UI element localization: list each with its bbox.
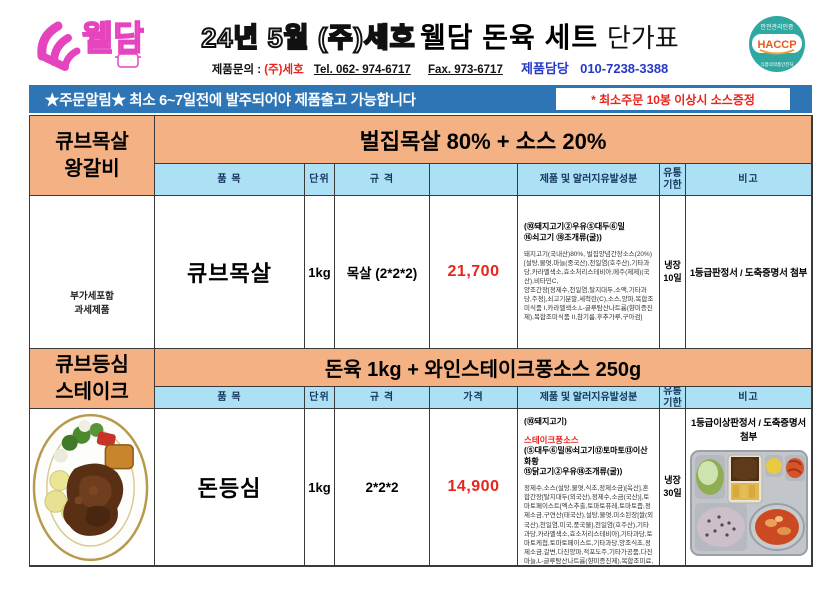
product2-allergen-pork: (⑩돼지고기) [524,417,567,426]
order-notice-banner: ★주문알림★ 최소 6~7일전에 발주되어야 제품출고 가능합니다 * 최소주문… [29,85,812,113]
product2-remark: 1등급이상판정서 / 도축증명서 첨부 [691,418,806,443]
contact-label: 제품문의 : [211,64,265,76]
company-name: (주)세호 [264,64,304,76]
section2-headline: 돈육 1kg + 와인스테이크풍소스 250g [155,349,812,387]
product1-allergen-list: (⑩돼지고기②우유⑤대두⑥밀 ⑯쇠고기 ⑱조개류(굴)) [524,222,625,242]
col-header-price: 가격 [430,387,518,409]
section1-headline: 벌집목살 80% + 소스 20% [155,116,812,164]
haccp-bottom-text: 식품의약품안전처 [760,61,793,68]
section1-category: 큐브목살 왕갈비 [30,116,155,196]
product2-shelf-life: 냉장 30일 [660,409,686,566]
product2-unit: 1kg [305,409,335,566]
title-normal-part: 단가표 [606,23,679,53]
steak-plate-photo [32,413,149,562]
product2-ingredients: 정제수,소스(설탕,물엿,식초,정제소금)[옥산],혼합간장[탈지대두(외국산)… [524,485,654,565]
product1-allergen-cell: (⑩돼지고기②우유⑤대두⑥밀 ⑯쇠고기 ⑱조개류(굴)) 돼지고기(국내산)80… [518,196,660,349]
product2-sauce-label: 스테이크풍소스 [524,434,579,445]
product1-name: 큐브목살 [155,196,305,349]
tel-number: Tel. 062- 974-6717 [313,64,411,76]
product1-spec: 목살 (2*2*2) [335,196,430,349]
manager-phone: 010-7238-3388 [580,61,669,76]
product1-remark: 1등급판정서 / 도축증명서 첨부 [686,196,812,349]
col-header-spec: 규 격 [335,387,430,409]
weldam-logo: 웰담 [37,19,144,71]
haccp-main-text: HACCP [757,39,796,51]
fax-number: Fax. 973-6717 [428,64,503,76]
col-header-item: 품 목 [155,164,305,196]
col-header-price [430,164,518,196]
contact-line: 제품문의 : (주)세호 Tel. 062- 974-6717 Fax. 973… [140,58,740,77]
manager-label: 제품담당 [521,61,569,76]
product1-shelf-life: 냉장 10일 [660,196,686,349]
price-table: 큐브목살 왕갈비 벌집목살 80% + 소스 20% 품 목 단위 규 격 제품… [29,115,813,567]
logo-text: 웰담 [82,20,144,58]
col-header-remark: 비고 [686,387,812,409]
col-header-shelf: 유통 기한 [660,164,686,196]
product2-name: 돈등심 [155,409,305,566]
meal-tray-photo [689,450,808,556]
product2-allergen-list: (⑤대두⑥밀⑯쇠고기⑫토마토⑬이산화황 ⑮닭고기②우유⑱조개류(굴)) [524,445,648,477]
product2-spec: 2*2*2 [335,409,430,566]
min-order-note-text: * 최소주문 10봉 이상시 소스증정 [591,92,755,107]
col-header-spec: 규 격 [335,164,430,196]
section2-category: 큐브등심 스테이크 [30,349,155,409]
order-notice-text: ★주문알림★ 최소 6~7일전에 발주되어야 제품출고 가능합니다 [45,92,416,109]
col-header-unit: 단위 [305,387,335,409]
title-bold-part: 웰담 돈육 세트 [420,22,607,53]
col-header-item: 품 목 [155,387,305,409]
col-header-shelf: 유통 기한 [660,387,686,409]
product2-price: 14,900 [430,409,518,566]
col-header-remark: 비고 [686,164,812,196]
haccp-badge-icon: 안전관리인증 HACCP 식품의약품안전처 [749,16,805,72]
title-outlined-part: 24년 5월 (주)세호 [200,22,416,54]
page-title: 24년 5월 (주)세호 웰담 돈육 세트 단가표 [140,16,740,56]
col-header-allergen: 제품 및 알러지유발성분 [518,164,660,196]
tax-note: 부가세포함 과세제품 [30,196,155,349]
min-order-note-box: * 최소주문 10봉 이상시 소스증정 [556,88,790,110]
haccp-top-text: 안전관리인증 [760,23,794,31]
product1-unit: 1kg [305,196,335,349]
product1-ingredients: 돼지고기(국내산)80%, 벌집양념간장소스(20%)[설탕,물엿,마늘(중국산… [524,250,654,322]
col-header-allergen: 제품 및 알러지유발성분 [518,387,660,409]
product2-allergen-cell: (⑩돼지고기) 스테이크풍소스 (⑤대두⑥밀⑯쇠고기⑫토마토⑬이산화황 ⑮닭고기… [518,409,660,566]
product2-photo-cell [30,409,155,566]
product2-remark-cell: 1등급이상판정서 / 도축증명서 첨부 [686,409,812,566]
col-header-unit: 단위 [305,164,335,196]
product1-price: 21,700 [430,196,518,349]
